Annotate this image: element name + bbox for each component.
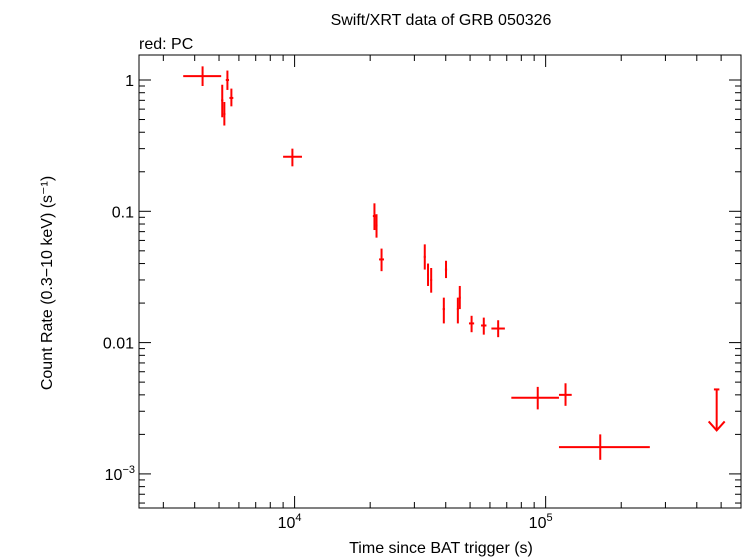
data-point: [456, 297, 459, 324]
data-point: [458, 285, 461, 310]
data-point: [283, 148, 302, 167]
data-point: [423, 244, 426, 270]
data-point: [558, 434, 650, 460]
data-point: [511, 386, 559, 410]
data-point: [491, 320, 505, 338]
data-point: [379, 248, 384, 272]
y-tick-label: 1: [125, 73, 134, 90]
x-axis-label: Time since BAT trigger (s): [349, 540, 533, 557]
data-point: [442, 297, 445, 324]
data-points: [183, 66, 726, 460]
chart-title: Swift/XRT data of GRB 050326: [331, 12, 552, 29]
y-tick-label: 10−3: [105, 464, 135, 484]
data-point: [427, 263, 430, 286]
data-point: [430, 267, 433, 293]
upper-limit: [707, 388, 726, 432]
data-point: [481, 317, 487, 335]
data-point: [225, 70, 230, 90]
data-point: [183, 66, 222, 86]
x-tick-label: 105: [529, 512, 553, 532]
y-tick-label: 0.01: [103, 336, 134, 353]
data-point: [372, 203, 377, 231]
tick-labels: 104 105 1 0.1 0.01 10−3: [103, 73, 553, 532]
tick-marks: [139, 55, 742, 508]
x-tick-label: 104: [278, 512, 302, 532]
axes: [138, 54, 742, 509]
data-point: [444, 260, 448, 279]
data-point: [223, 101, 226, 126]
data-point: [468, 315, 475, 333]
data-point: [221, 84, 224, 118]
y-axis-label: Count Rate (0.3−10 keV) (s⁻¹): [39, 176, 56, 390]
plot-frame: [138, 54, 742, 509]
y-tick-label: 0.1: [112, 204, 134, 221]
data-point: [229, 88, 234, 107]
chart-subtitle: red: PC: [139, 36, 193, 53]
data-point: [375, 214, 378, 238]
data-point: [558, 383, 572, 406]
down-arrow-icon: [707, 420, 726, 432]
